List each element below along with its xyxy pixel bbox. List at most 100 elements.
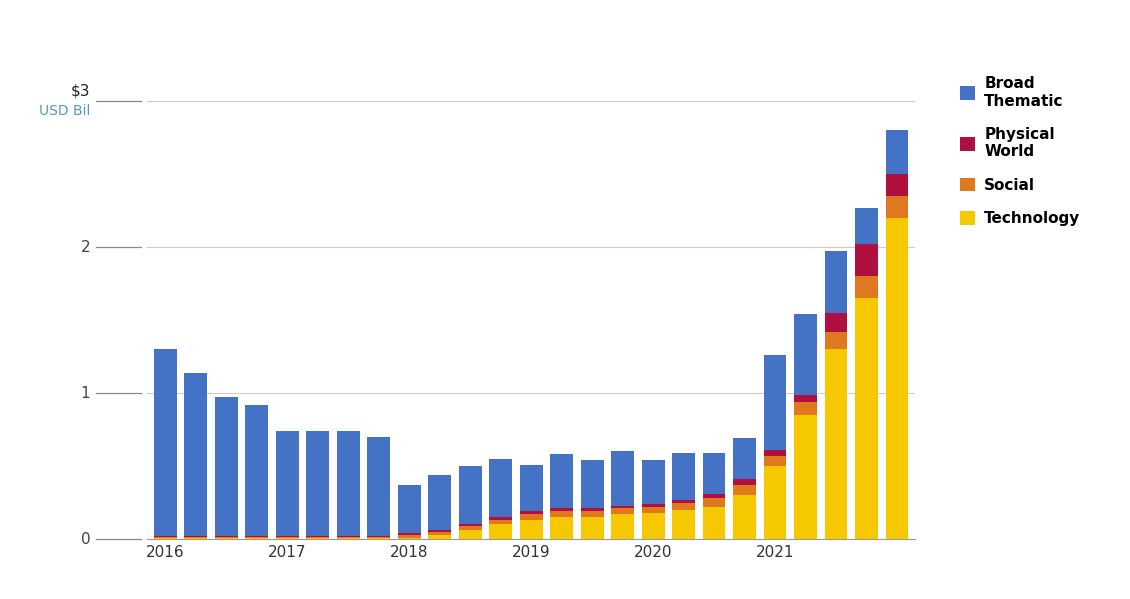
Bar [215,536,237,537]
Bar [154,537,176,538]
Bar [367,537,390,538]
Bar [764,466,786,539]
Legend: Broad
Thematic, Physical
World, Social, Technology: Broad Thematic, Physical World, Social, … [954,70,1087,232]
Bar [855,208,878,244]
Bar [398,533,420,535]
Bar [825,332,848,349]
Bar [276,538,298,539]
Bar [611,506,634,509]
Bar [794,395,817,402]
Bar [245,537,268,538]
Bar [489,520,512,525]
Bar [581,517,603,539]
Bar [886,174,909,196]
Bar [459,525,481,526]
Text: 2: 2 [80,240,90,255]
Bar [611,515,634,539]
Bar [672,503,695,510]
Bar [398,538,420,539]
Bar [337,536,359,537]
Bar [459,466,481,525]
Bar [367,437,390,536]
Bar [337,538,359,539]
Bar [306,431,329,536]
Bar [642,507,664,513]
Bar [764,456,786,466]
Bar [550,509,573,512]
Bar [184,537,207,538]
Text: $3: $3 [71,83,90,98]
Bar [489,525,512,539]
Bar [672,500,695,503]
Bar [581,512,603,517]
Bar [337,431,359,536]
Bar [611,509,634,515]
Bar [794,314,817,395]
Bar [855,276,878,298]
Bar [642,513,664,539]
Text: 1: 1 [80,386,90,401]
Bar [276,537,298,538]
Bar [581,509,603,512]
Bar [245,405,268,536]
Bar [154,538,176,539]
Bar [154,536,176,537]
Bar [733,485,756,495]
Bar [703,494,725,498]
Bar [886,218,909,539]
Bar [489,517,512,520]
Bar [215,398,237,536]
Bar [733,495,756,539]
Bar [733,438,756,479]
Bar [306,536,329,537]
Bar [825,313,848,332]
Bar [886,130,909,174]
Bar [703,507,725,539]
Bar [459,526,481,530]
Bar [245,538,268,539]
Bar [367,536,390,537]
Bar [672,453,695,500]
Text: 0: 0 [80,531,90,547]
Bar [459,530,481,539]
Bar [398,535,420,538]
Bar [825,349,848,539]
Bar [276,536,298,537]
Bar [886,196,909,218]
Bar [764,355,786,450]
Bar [855,244,878,276]
Bar [764,450,786,456]
Bar [184,536,207,537]
Bar [520,465,542,512]
Bar [825,252,848,313]
Bar [520,512,542,515]
Bar [550,512,573,517]
Bar [672,510,695,539]
Bar [428,530,451,532]
Bar [550,517,573,539]
Bar [642,460,664,504]
Text: USD Bil: USD Bil [40,104,90,118]
Bar [855,298,878,539]
Bar [367,538,390,539]
Bar [428,535,451,539]
Bar [428,475,451,530]
Bar [794,415,817,539]
Bar [337,537,359,538]
Bar [489,459,512,517]
Bar [733,479,756,485]
Bar [611,452,634,506]
Bar [550,455,573,509]
Bar [245,536,268,537]
Bar [215,537,237,538]
Bar [520,515,542,520]
Bar [215,538,237,539]
Bar [581,460,603,509]
Bar [794,402,817,415]
Bar [428,532,451,535]
Bar [276,431,298,536]
Bar [642,504,664,507]
Bar [184,373,207,536]
Bar [703,453,725,494]
Bar [703,498,725,507]
